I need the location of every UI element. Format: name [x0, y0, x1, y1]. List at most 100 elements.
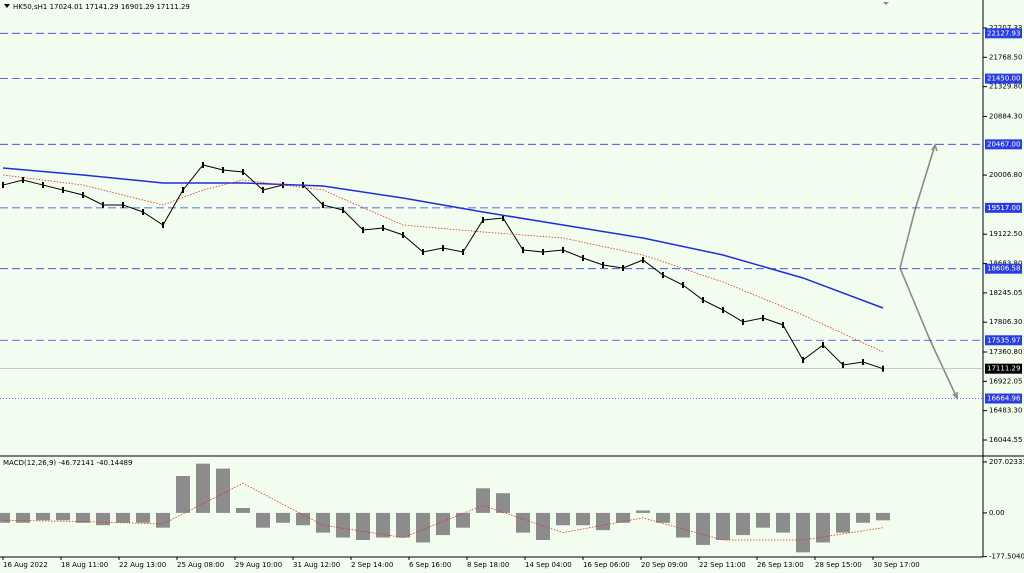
time-label: 25 Aug 08:00	[177, 561, 224, 569]
price-bar	[22, 176, 24, 183]
price-bar	[462, 248, 464, 255]
price-bar	[782, 321, 784, 328]
moving-average	[2, 167, 884, 309]
macd-bar	[576, 512, 590, 526]
arrow-head	[952, 392, 958, 400]
level-label-box	[985, 28, 1022, 39]
macd-bar	[116, 512, 130, 523]
time-label: 2 Sep 14:00	[351, 561, 393, 569]
macd-header: MACD(12,26,9) -46.72141 -40.14489	[3, 459, 132, 467]
price-bar	[2, 182, 4, 189]
macd-bar	[36, 512, 50, 521]
price-bar	[122, 201, 124, 208]
price-bar	[662, 272, 664, 279]
time-label: 29 Aug 10:00	[235, 561, 282, 569]
current-price-box	[985, 363, 1022, 374]
current-price-label: 17111.29	[987, 365, 1020, 373]
macd-bar	[616, 512, 630, 523]
macd-bar	[16, 512, 30, 523]
price-bar	[842, 362, 844, 369]
price-bar	[202, 161, 204, 168]
price-bar	[862, 359, 864, 366]
time-label: 28 Sep 15:00	[815, 561, 862, 569]
moving-average	[2, 174, 884, 353]
price-bar	[322, 201, 324, 208]
macd-bar	[876, 512, 890, 521]
time-label: 20 Sep 09:00	[641, 561, 688, 569]
price-bar	[602, 262, 604, 269]
y-tick-label: 18683.80	[989, 260, 1022, 268]
level-label: 22127.93	[987, 29, 1020, 37]
time-label: 16 Sep 06:00	[583, 561, 630, 569]
shift-marker	[883, 2, 889, 5]
price-bar	[82, 192, 84, 199]
price-bar	[762, 315, 764, 322]
time-label: 18 Aug 11:00	[61, 561, 108, 569]
macd-bar	[356, 512, 370, 541]
macd-bar	[736, 512, 750, 536]
level-label: 16664.96	[987, 395, 1021, 403]
price-bar	[882, 365, 884, 372]
macd-signal	[2, 482, 884, 541]
macd-tick-label: 0.00	[989, 509, 1005, 517]
price-bar	[542, 248, 544, 255]
time-label: 8 Sep 18:00	[467, 561, 509, 569]
arrow-up	[899, 144, 936, 269]
macd-bar	[0, 512, 10, 523]
time-label: 22 Aug 13:00	[119, 561, 166, 569]
macd-bar	[416, 512, 430, 543]
macd-bar	[816, 512, 830, 543]
macd-bar	[556, 512, 570, 526]
macd-bar	[516, 512, 530, 533]
macd-bar	[196, 463, 210, 513]
time-label: 14 Sep 04:00	[525, 561, 572, 569]
price-bar	[262, 186, 264, 193]
level-label-box	[985, 73, 1022, 84]
y-tick-label: 20006.80	[989, 171, 1022, 179]
macd-bar	[776, 512, 790, 533]
price-bar	[362, 226, 364, 233]
menu-triangle[interactable]	[4, 4, 10, 8]
level-label: 17535.97	[987, 336, 1020, 344]
y-tick-label: 17360.80	[989, 348, 1022, 356]
time-label: 22 Sep 11:00	[699, 561, 746, 569]
y-tick-label: 16483.30	[989, 407, 1022, 415]
price-bar	[742, 318, 744, 325]
time-label: 26 Sep 13:00	[757, 561, 804, 569]
price-bar	[442, 245, 444, 252]
y-tick-label: 21768.50	[989, 53, 1022, 61]
price-bar	[682, 281, 684, 288]
macd-tick-label: 207.02333	[989, 458, 1024, 466]
price-bar	[42, 182, 44, 189]
macd-bar	[396, 512, 410, 538]
level-label-box	[985, 202, 1022, 213]
macd-bar	[496, 493, 510, 513]
level-label: 21450.00	[987, 75, 1020, 83]
symbol-header: HK50,sH1 17024.01 17141.29 16901.29 1711…	[13, 3, 190, 11]
price-bar	[522, 247, 524, 254]
price-bar	[582, 254, 584, 261]
level-label: 19517.00	[987, 204, 1020, 212]
y-tick-label: 16922.05	[989, 377, 1022, 385]
macd-bar	[236, 507, 250, 513]
price-bar	[482, 217, 484, 224]
macd-bar	[136, 512, 150, 523]
y-tick-label: 19122.50	[989, 230, 1022, 238]
macd-bar	[256, 512, 270, 528]
price-bar	[142, 208, 144, 215]
price-bar	[722, 306, 724, 313]
price-bar	[402, 231, 404, 238]
macd-bar	[696, 512, 710, 545]
y-tick-label: 16044.55	[989, 436, 1022, 444]
macd-tick-label: -177.50405	[989, 553, 1024, 561]
price-bar	[562, 247, 564, 254]
price-bar	[342, 206, 344, 213]
macd-bar	[716, 512, 730, 541]
macd-bar	[536, 512, 550, 541]
macd-bar	[56, 512, 70, 521]
y-tick-label: 22207.33	[989, 24, 1022, 32]
price-bar	[802, 357, 804, 364]
level-label: 20467.00	[987, 140, 1020, 148]
macd-bar	[636, 510, 650, 513]
